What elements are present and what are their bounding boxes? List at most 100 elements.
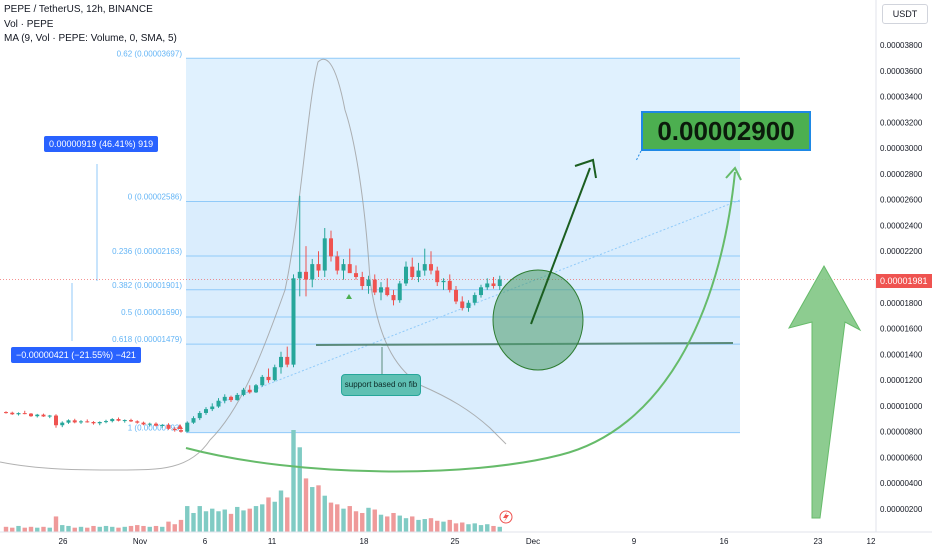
candle-body <box>141 422 146 425</box>
fib-level-label: 0.5 (0.00001690) <box>121 308 182 317</box>
candle-body <box>129 420 133 422</box>
up-arrow-line <box>530 167 591 325</box>
volume-bar <box>166 521 171 532</box>
target-price-callout: 0.00002900 <box>641 111 811 151</box>
volume-bar <box>66 525 71 532</box>
candle-body <box>347 264 352 274</box>
volume-bar <box>416 519 421 532</box>
volume-bar <box>322 495 327 532</box>
candle-body <box>185 422 190 432</box>
candle-body <box>4 412 8 414</box>
candle-body <box>416 270 421 277</box>
volume-bar <box>266 497 271 532</box>
price-tick-label: 0.00001200 <box>880 376 923 385</box>
volume-bar <box>272 501 277 532</box>
fib-level-label: 1 (0.00000793) <box>128 424 183 433</box>
candle-body <box>147 423 152 425</box>
candle-body <box>329 238 333 257</box>
candle-body <box>79 421 83 423</box>
volume-bar <box>285 497 290 532</box>
candle-body <box>85 421 90 423</box>
up-arrow-head <box>574 158 597 179</box>
volume-bar <box>410 516 415 532</box>
volume-bar <box>360 512 365 532</box>
volume-bar <box>172 524 177 532</box>
price-tick-label: 0.00003400 <box>880 93 923 102</box>
candle-body <box>10 412 15 415</box>
price-axis-bg <box>876 0 932 532</box>
volume-bar <box>253 506 259 532</box>
candle-body <box>447 280 452 290</box>
volume-bar <box>353 511 359 532</box>
time-tick-label: 25 <box>451 537 460 546</box>
volume-bar <box>428 518 434 532</box>
candle-body <box>66 420 71 423</box>
candle-body <box>466 302 471 308</box>
candle-body <box>497 279 502 287</box>
volume-bar <box>128 525 134 532</box>
candle-body <box>491 283 496 287</box>
fib-level-label: 0.236 (0.00002163) <box>112 247 182 256</box>
candle-body <box>260 376 265 386</box>
volume-bar <box>60 525 65 532</box>
volume-bar <box>78 526 84 532</box>
candle-body <box>379 287 383 293</box>
volume-bar <box>210 508 215 532</box>
recovery-curve <box>185 171 736 473</box>
candle-body <box>16 413 21 415</box>
volume-bar <box>347 506 352 532</box>
candle-body <box>404 266 408 284</box>
candle-body <box>72 420 77 423</box>
price-tick-label: 0.00003000 <box>880 144 923 153</box>
volume-bar <box>185 506 190 532</box>
volume-bar <box>391 512 396 532</box>
candle-body <box>366 279 371 287</box>
volume-bar <box>216 511 221 532</box>
volume-bar <box>203 511 209 532</box>
candle-body <box>160 424 165 426</box>
currency-button[interactable]: USDT <box>882 4 928 24</box>
candle-body <box>279 356 283 368</box>
measure-down-label: −0.00000421 (−21.55%) −421 <box>11 347 141 363</box>
volume-bar <box>316 485 321 532</box>
volume-bar <box>310 487 315 532</box>
volume-bar <box>385 516 390 532</box>
volume-bar <box>278 490 284 532</box>
candle-body <box>135 421 140 423</box>
volume-bar <box>3 526 9 532</box>
volume-bar <box>41 526 46 532</box>
candle-body <box>441 280 446 283</box>
volume-bar <box>178 519 184 532</box>
fib-level-label: 0.618 (0.00001479) <box>112 335 182 344</box>
time-tick-label: 12 <box>867 537 876 546</box>
volume-bar <box>366 507 371 532</box>
price-tick-label: 0.00001600 <box>880 325 923 334</box>
volume-bar <box>222 509 227 532</box>
trend-line <box>219 199 741 404</box>
candle-body <box>360 277 365 287</box>
time-tick-label: Dec <box>526 537 540 546</box>
volume-bar <box>422 519 427 532</box>
volume-label: Vol · PEPE <box>4 19 54 30</box>
volume-bar <box>291 430 296 532</box>
price-tick-label: 0.00002400 <box>880 221 923 230</box>
candle-body <box>191 418 196 423</box>
candle-body <box>285 356 290 365</box>
candle-body <box>166 424 171 429</box>
volume-bar <box>191 512 196 532</box>
candle-body <box>210 406 215 410</box>
volume-bar <box>72 527 77 532</box>
volume-bar <box>372 509 377 532</box>
candle-body <box>29 413 33 417</box>
target-callout-pointer <box>635 150 642 162</box>
volume-bar <box>10 527 15 532</box>
candle-body <box>222 396 227 401</box>
volume-bar <box>228 513 234 532</box>
candle-body <box>322 238 327 271</box>
candle-body <box>97 422 102 424</box>
big-up-arrow <box>787 264 862 519</box>
candle-body <box>247 389 252 393</box>
fib-level-label: 0.382 (0.00001901) <box>112 281 182 290</box>
volume-bar <box>260 504 265 532</box>
